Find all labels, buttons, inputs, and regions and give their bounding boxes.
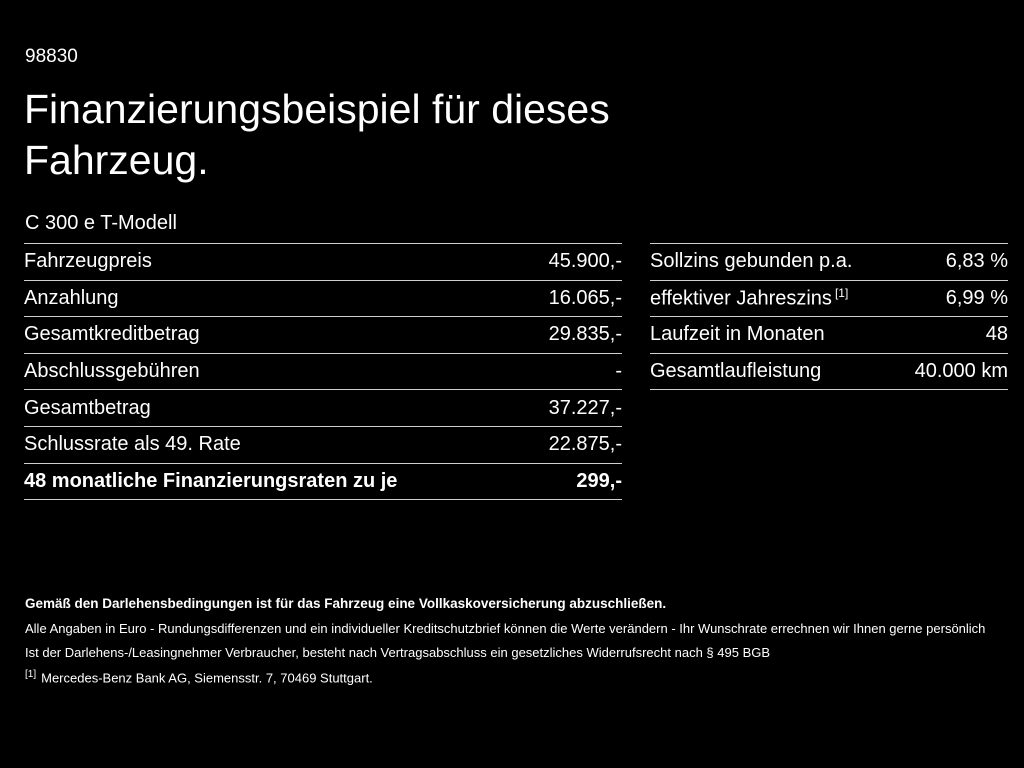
table-row: Abschlussgebühren - — [24, 352, 622, 390]
footnote-reference: [1] — [834, 286, 849, 301]
row-value: 299,- — [576, 469, 622, 492]
page-title-line1: Finanzierungsbeispiel für dieses — [24, 86, 610, 132]
offer-code: 98830 — [25, 46, 78, 67]
page-title: Finanzierungsbeispiel für dieses Fahrzeu… — [24, 84, 610, 186]
row-label: Fahrzeugpreis — [24, 250, 152, 273]
row-value: 45.900,- — [548, 250, 622, 273]
row-label: effektiver Jahreszins [1] — [650, 286, 848, 311]
table-row: Anzahlung 16.065,- — [24, 279, 622, 317]
table-row: Gesamtlaufleistung 40.000 km — [650, 352, 1008, 391]
financing-conditions-table: Sollzins gebunden p.a. 6,83 % effektiver… — [650, 243, 1008, 391]
row-value: 6,99 % — [945, 286, 1008, 309]
row-label: Anzahlung — [24, 286, 119, 309]
row-value: 22.875,- — [548, 433, 622, 456]
table-row: Schlussrate als 49. Rate 22.875,- — [24, 425, 622, 463]
vehicle-model: C 300 e T-Modell — [25, 212, 177, 234]
disclaimer-line2: Ist der Darlehens-/Leasingnehmer Verbrau… — [25, 645, 771, 660]
footnote-marker: [1] — [25, 669, 37, 680]
row-label: Gesamtlaufleistung — [650, 360, 822, 383]
row-label: Abschlussgebühren — [24, 360, 200, 383]
row-label: 48 monatliche Finanzierungsraten zu je — [24, 469, 398, 492]
table-row: Sollzins gebunden p.a. 6,83 % — [650, 243, 1008, 280]
row-label: Laufzeit in Monaten — [650, 323, 825, 346]
table-row: Gesamtbetrag 37.227,- — [24, 389, 622, 426]
page-title-line2: Fahrzeug. — [24, 137, 209, 183]
disclaimer-line1: Alle Angaben in Euro - Rundungsdifferenz… — [25, 621, 986, 636]
row-value: 6,83 % — [945, 250, 1008, 273]
row-value: 29.835,- — [548, 323, 622, 346]
table-row: Laufzeit in Monaten 48 — [650, 316, 1008, 353]
row-value: 16.065,- — [548, 286, 622, 309]
footnote: [1] Mercedes-Benz Bank AG, Siemensstr. 7,… — [25, 669, 995, 685]
row-label-text: effektiver Jahreszins — [650, 287, 832, 310]
table-row: Fahrzeugpreis 45.900,- — [24, 243, 622, 280]
row-label: Gesamtbetrag — [24, 396, 151, 419]
insurance-notice: Gemäß den Darlehensbedingungen ist für d… — [25, 596, 667, 611]
footnote-text: Mercedes-Benz Bank AG, Siemensstr. 7, 70… — [41, 670, 373, 686]
row-label: Gesamtkreditbetrag — [24, 323, 200, 346]
row-label: Schlussrate als 49. Rate — [24, 433, 241, 456]
row-label: Sollzins gebunden p.a. — [650, 250, 853, 273]
table-row: effektiver Jahreszins [1] 6,99 % — [650, 279, 1008, 317]
row-value: 40.000 km — [914, 360, 1008, 383]
row-value: 48 — [985, 323, 1008, 346]
row-value: 37.227,- — [548, 396, 622, 419]
legal-footer: Gemäß den Darlehensbedingungen ist für d… — [25, 596, 995, 685]
financing-details-table: Fahrzeugpreis 45.900,- Anzahlung 16.065,… — [24, 243, 622, 501]
table-row: Gesamtkreditbetrag 29.835,- — [24, 316, 622, 353]
row-value: - — [615, 360, 622, 383]
table-row-monthly-rate: 48 monatliche Finanzierungsraten zu je 2… — [24, 462, 622, 501]
